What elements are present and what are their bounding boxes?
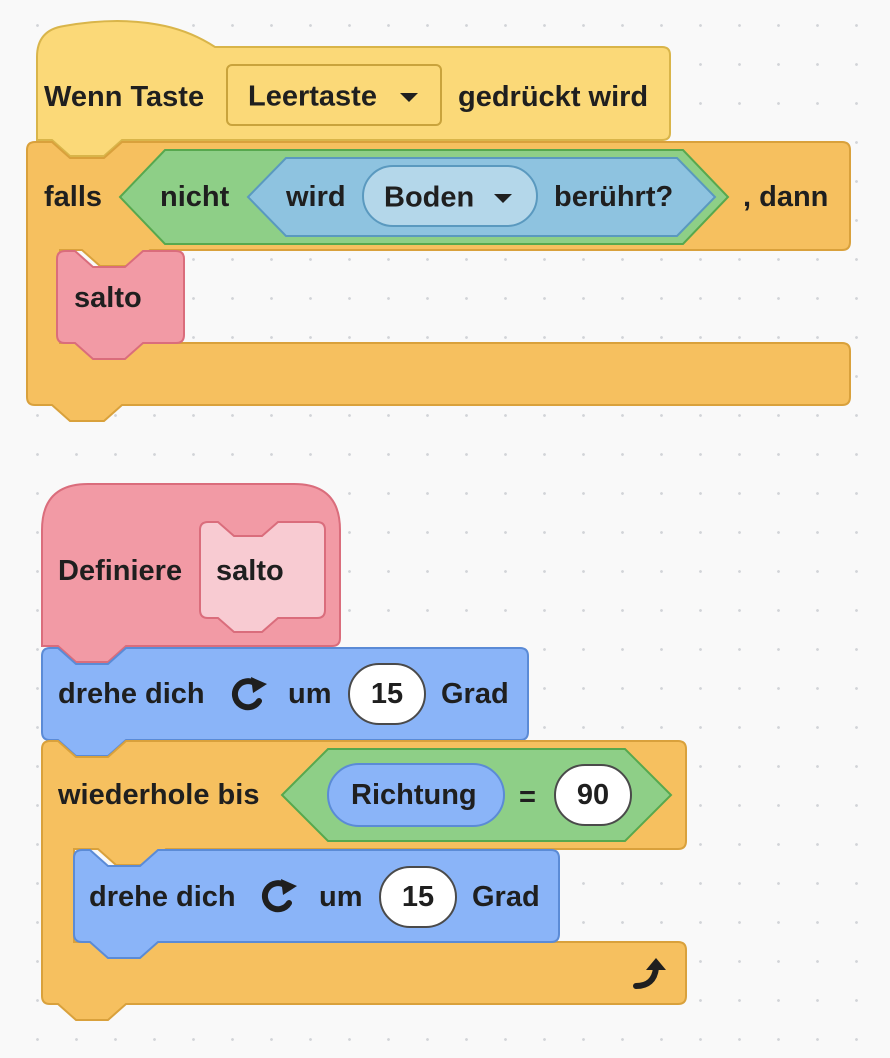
repeat-until-label: wiederhole bis bbox=[58, 779, 260, 811]
then-label: , dann bbox=[743, 181, 829, 213]
if-keyword: falls bbox=[44, 181, 103, 213]
touching-object-dropdown[interactable]: Boden bbox=[362, 165, 538, 227]
degrees-input[interactable]: 15 bbox=[348, 663, 426, 725]
pressed-label: gedrückt wird bbox=[458, 81, 649, 113]
degrees-input[interactable]: 15 bbox=[379, 866, 457, 928]
rotate-clockwise-icon bbox=[261, 879, 297, 913]
touching-prefix-label: wird bbox=[286, 181, 346, 213]
turn-prefix-label: drehe dich bbox=[89, 881, 236, 913]
when-key-label: Wenn Taste bbox=[44, 81, 205, 113]
key-dropdown-value: Leertaste bbox=[248, 80, 377, 113]
turn-suffix-label: Grad bbox=[441, 678, 509, 710]
turn-prefix-label: drehe dich bbox=[58, 678, 205, 710]
direction-reporter[interactable]: Richtung bbox=[351, 779, 477, 811]
key-dropdown[interactable]: Leertaste bbox=[226, 64, 442, 126]
equals-operator: = bbox=[519, 781, 536, 813]
touching-object-value: Boden bbox=[384, 181, 475, 214]
not-label: nicht bbox=[160, 181, 230, 213]
turn-suffix-label: Grad bbox=[472, 881, 540, 913]
turn-mid-label: um bbox=[319, 881, 363, 913]
define-label: Definiere bbox=[58, 555, 183, 587]
chevron-down-icon bbox=[400, 93, 418, 102]
loop-arrow-icon bbox=[633, 958, 666, 989]
compare-value-input[interactable]: 90 bbox=[554, 764, 632, 826]
rotate-clockwise-icon bbox=[231, 677, 267, 711]
salto-call-label: salto bbox=[74, 282, 142, 314]
proc-name-label: salto bbox=[216, 555, 284, 587]
touching-suffix-label: berührt? bbox=[554, 181, 674, 213]
chevron-down-icon bbox=[494, 194, 512, 203]
turn-mid-label: um bbox=[288, 678, 332, 710]
